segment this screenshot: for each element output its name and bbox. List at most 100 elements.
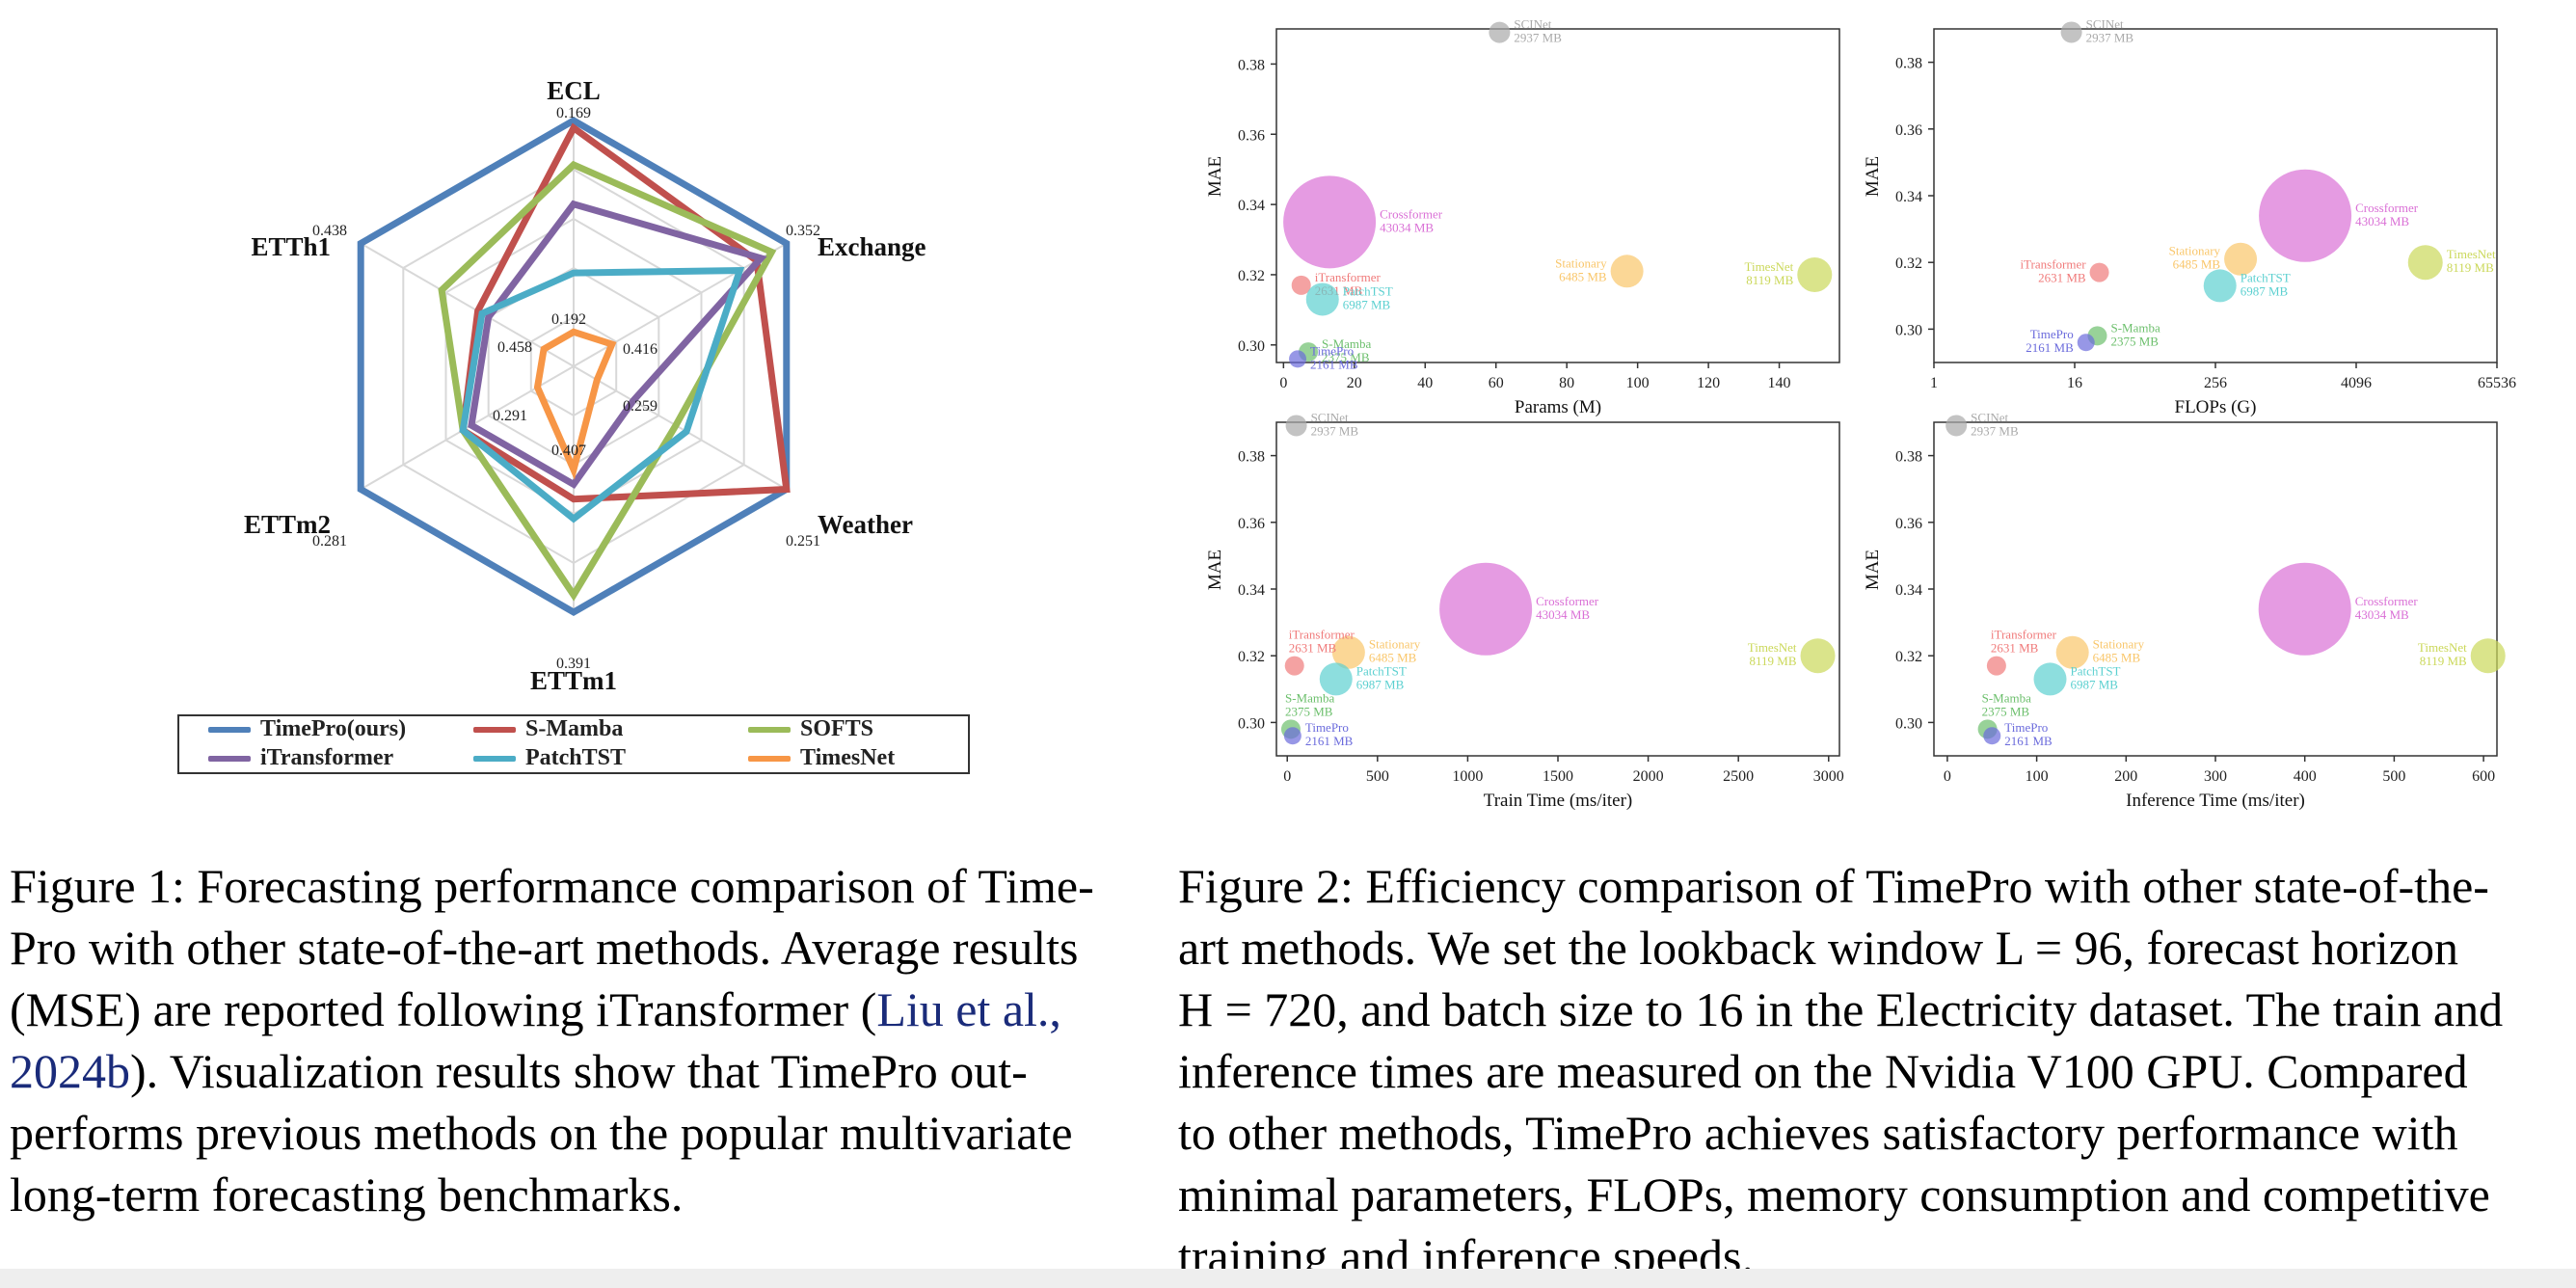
x-tick-label: 60 (1489, 375, 1504, 391)
bubble-label: Crossformer (2355, 594, 2419, 608)
efficiency-charts: 0.300.320.340.360.380 20 40 60 80 100 120 140Pa… (1205, 16, 2516, 810)
bubble-mem-label: 6987 MB (1356, 677, 1405, 691)
caption-text: ). Visualization results show that TimeP… (130, 1044, 1028, 1098)
bubble-mem-label: 2631 MB (2038, 271, 2086, 285)
radar-inner-tick: 0.458 (497, 339, 532, 356)
bubble-label: PatchTST (2241, 270, 2291, 284)
bubble-mem-label: 2631 MB (1289, 641, 1337, 656)
radar-series-itransformer (468, 200, 767, 490)
bubble-mem-label: 43034 MB (1536, 607, 1590, 622)
x-tick-label: 500 (2382, 768, 2405, 785)
y-axis-label: MAE (1863, 156, 1883, 197)
plot-frame (1933, 28, 2498, 363)
radar-axis-label: ETTm2 (244, 510, 331, 539)
radar-outer-tick: 0.169 (556, 105, 591, 121)
bubble-mem-label: 2161 MB (2026, 340, 2074, 355)
legend-item-softs: SOFTS (748, 716, 873, 742)
legend-item-itransformer: iTransformer (208, 745, 393, 771)
x-tick-label: 0 (1283, 768, 1291, 785)
bubble-patchtst (2033, 662, 2067, 696)
bubble-label: SCINet (1514, 17, 1551, 32)
y-tick-label: 0.38 (1238, 449, 1265, 466)
figure2-caption: Figure 2: Efficiency comparison of TimeP… (1178, 855, 2503, 1287)
bubble-label: TimesNet (2447, 247, 2496, 261)
citation-link-year[interactable]: 2024b (10, 1044, 130, 1098)
y-tick-label: 0.32 (1895, 649, 1922, 665)
efficiency-panel: 0.30 0.32 0.34 0.36 0.38 0 100 200 300 400 500 600 I… (1863, 410, 2506, 810)
caption-line: (MSE) are reported following iTransforme… (10, 979, 1094, 1040)
y-tick-label: 0.38 (1895, 449, 1922, 466)
y-tick-label: 0.30 (1238, 715, 1265, 732)
legend-item-timepro: TimePro(ours) (208, 716, 406, 742)
legend-swatch (473, 756, 516, 763)
bubble-label: S-Mamba (2111, 320, 2161, 335)
caption-line: Figure 2: Efficiency comparison of TimeP… (1178, 859, 2489, 913)
radar-axis-label: ECL (547, 76, 601, 105)
bubble-mem-label: 6987 MB (2071, 677, 2119, 691)
radar-outer-tick: 0.251 (786, 533, 820, 550)
radar-axis-label: ETTm1 (530, 666, 617, 695)
caption-line: H = 720, and batch size to 16 in the Ele… (1178, 982, 2504, 1036)
legend-label: TimesNet (800, 745, 896, 770)
bubble-label: TimesNet (1748, 640, 1797, 655)
bubble-mem-label: 2161 MB (1305, 734, 1354, 748)
radar-axis-label: Weather (818, 510, 913, 539)
caption-line: performs previous methods on the popular… (10, 1106, 1073, 1160)
y-tick-label: 0.34 (1238, 582, 1265, 599)
caption-line: art methods. We set the lookback window … (1178, 921, 2459, 975)
x-axis-label: Train Time (ms/iter) (1484, 791, 1633, 810)
y-tick-label: 0.38 (1238, 57, 1265, 73)
bubble-label: Stationary (1369, 637, 1421, 652)
bubble-label: Crossformer (1536, 594, 1599, 608)
efficiency-panel: 0.30 0.32 0.34 0.36 0.38 1 16 256 4096 65536 FLOPs… (1863, 16, 2516, 417)
x-tick-label: 300 (2204, 768, 2227, 785)
bubble-timepro (2077, 334, 2095, 352)
bubble-label: PatchTST (1343, 283, 1393, 298)
y-tick-label: 0.36 (1895, 122, 1922, 139)
plot-frame (1275, 28, 1840, 363)
bubble-mem-label: 6485 MB (1369, 651, 1417, 665)
bubble-mem-label: 2375 MB (1322, 350, 1370, 364)
y-tick-label: 0.30 (1895, 715, 1922, 732)
x-tick-label: 256 (2204, 375, 2227, 391)
legend-item-s-mamba: S-Mamba (473, 716, 623, 742)
bubble-label: TimePro (1310, 343, 1354, 358)
bubble-stationary (1331, 635, 1365, 669)
caption-line: to other methods, TimePro achieves satis… (1178, 1106, 2458, 1160)
bubble-mem-label: 2937 MB (1971, 423, 2019, 438)
legend-swatch (473, 727, 516, 734)
bubble-mem-label: 43034 MB (2355, 607, 2409, 622)
bubble-itransformer (1291, 275, 1311, 295)
x-tick-label: 2500 (1723, 768, 1754, 785)
bubble-timesnet (2470, 638, 2506, 674)
bubble-mem-label: 8119 MB (2420, 654, 2467, 668)
efficiency-panel: 0.30 0.32 0.34 0.36 0.38 0 20 40 60 80 100 120 140 Pa… (1205, 17, 1840, 417)
caption-line: inference times are measured on the Nvid… (1178, 1044, 2468, 1098)
x-axis-label: FLOPs (G) (2175, 397, 2257, 417)
bubble-label: S-Mamba (1285, 690, 1335, 705)
y-tick-label: 0.34 (1238, 198, 1265, 214)
radar-inner-tick: 0.416 (623, 341, 657, 358)
bubble-mem-label: 2375 MB (2111, 334, 2160, 348)
bubble-label: S-Mamba (1322, 336, 1372, 351)
bubble-label: PatchTST (2071, 663, 2121, 678)
legend-item-timesnet: TimesNet (748, 745, 895, 771)
legend-label: S-Mamba (525, 716, 624, 741)
bubble-crossformer (2258, 562, 2351, 656)
x-tick-label: 16 (2067, 375, 2082, 391)
radar-spoke (360, 242, 575, 367)
bubble-mem-label: 8119 MB (1750, 654, 1797, 668)
bubble-timesnet (1800, 638, 1836, 674)
citation-link[interactable]: Liu et al., (876, 982, 1061, 1036)
bubble-scinet (1489, 21, 1511, 43)
legend-swatch (748, 756, 791, 763)
radar-axis-label: Exchange (818, 232, 926, 261)
y-tick-label: 0.38 (1895, 56, 1922, 72)
bubble-mem-label: 2631 MB (1991, 641, 2039, 656)
y-axis-label: MAE (1205, 156, 1225, 197)
bubble-label: Crossformer (1380, 206, 1443, 221)
x-tick-label: 20 (1347, 375, 1362, 391)
radar-series-timepro-ours- (357, 116, 791, 617)
bubble-timesnet (1797, 256, 1833, 292)
caption-line: minimal parameters, FLOPs, memory consum… (1178, 1167, 2490, 1221)
